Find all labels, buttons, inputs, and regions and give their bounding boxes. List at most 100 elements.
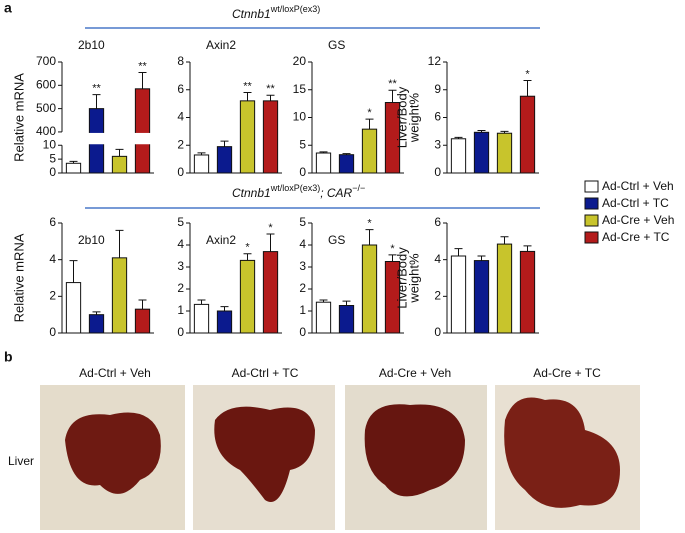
error-bar — [138, 299, 147, 310]
legend-label: Ad-Cre + TC — [602, 230, 670, 244]
genotype: Ctnnb1wt/loxP(ex3); CAR−/− — [232, 183, 365, 200]
significance: ** — [266, 83, 275, 95]
error-bar — [69, 160, 78, 164]
bar — [239, 100, 256, 174]
significance: * — [367, 107, 372, 119]
error-bar — [220, 140, 229, 147]
y-tick-label: 0 — [177, 165, 184, 179]
chart-title: Axin2 — [206, 38, 236, 52]
y-tick-label: 10 — [293, 110, 307, 124]
error-bar — [523, 245, 532, 252]
bar — [262, 251, 279, 334]
y-tick-label: 3 — [299, 259, 306, 273]
y-tick-label: 0 — [299, 165, 306, 179]
y-tick-label: 10 — [43, 137, 57, 151]
bar — [134, 88, 151, 174]
bar — [338, 305, 355, 334]
y-tick-label: 1 — [177, 303, 184, 317]
panel-label: a — [4, 0, 12, 16]
error-bar — [138, 71, 147, 89]
error-bar — [500, 236, 509, 245]
error-bar — [365, 118, 374, 130]
photo-caption: Ad-Cre + TC — [533, 366, 601, 380]
error-bar — [243, 253, 252, 261]
legend-swatch — [584, 231, 599, 244]
bar — [193, 303, 210, 334]
genotype: Ctnnb1wt/loxP(ex3) — [232, 4, 320, 21]
y-tick-label: 20 — [293, 54, 307, 68]
y-axis-label: weight% — [406, 92, 421, 143]
y-tick-label: 700 — [36, 54, 56, 68]
y-tick-label: 5 — [299, 137, 306, 151]
error-bar — [243, 92, 252, 101]
error-bar — [477, 255, 486, 261]
error-bar — [115, 229, 124, 258]
bar — [473, 260, 490, 334]
row-label: Liver — [8, 454, 34, 468]
y-tick-label: 0 — [49, 325, 56, 339]
y-tick-label: 5 — [49, 151, 56, 165]
error-bar — [319, 151, 328, 154]
liver — [364, 404, 465, 497]
bar — [239, 259, 256, 334]
y-tick-label: 6 — [49, 215, 56, 229]
bar — [134, 308, 151, 334]
bar — [65, 162, 82, 174]
bar — [519, 250, 536, 334]
error-bar — [454, 136, 463, 139]
y-tick-label: 5 — [177, 215, 184, 229]
axis-break — [59, 132, 151, 145]
chart-title: 2b10 — [78, 38, 105, 52]
bar — [361, 244, 378, 334]
chart-title: GS — [328, 38, 345, 52]
bar — [450, 138, 467, 174]
y-tick-label: 12 — [428, 54, 442, 68]
error-bar — [266, 94, 275, 101]
bar — [519, 95, 536, 174]
bar — [496, 243, 513, 334]
y-tick-label: 4 — [177, 237, 184, 251]
photos — [40, 385, 640, 530]
y-tick-label: 3 — [177, 259, 184, 273]
liver — [214, 406, 315, 502]
error-bar — [92, 311, 101, 315]
error-bar — [197, 299, 206, 305]
error-bar — [342, 300, 351, 306]
y-tick-label: 3 — [434, 137, 441, 151]
y-tick-label: 6 — [434, 215, 441, 229]
error-bar — [523, 80, 532, 97]
significance: ** — [243, 80, 252, 92]
y-tick-label: 4 — [299, 237, 306, 251]
chart-title: Axin2 — [206, 233, 236, 247]
chart-title: GS — [328, 233, 345, 247]
y-tick-label: 400 — [36, 124, 56, 138]
error-bar — [388, 254, 397, 262]
liver — [65, 412, 161, 494]
error-bar — [92, 94, 101, 109]
y-tick-label: 4 — [177, 110, 184, 124]
legend-label: Ad-Cre + Veh — [602, 213, 674, 227]
bar — [111, 155, 128, 174]
error-bar — [500, 130, 509, 134]
error-bar — [319, 299, 328, 303]
bar — [262, 100, 279, 174]
significance: * — [268, 222, 273, 234]
legend-label: Ad-Ctrl + TC — [602, 196, 669, 210]
y-tick-label: 2 — [434, 289, 441, 303]
y-tick-label: 6 — [434, 110, 441, 124]
significance: ** — [138, 60, 147, 72]
bar — [193, 154, 210, 174]
error-bar — [115, 148, 124, 157]
panel-label: b — [4, 349, 13, 365]
error-bar — [69, 260, 78, 283]
legend-swatch — [584, 180, 599, 193]
bar — [473, 131, 490, 174]
y-tick-label: 4 — [434, 252, 441, 266]
chart-title: 2b10 — [78, 233, 105, 247]
y-tick-label: 1 — [299, 303, 306, 317]
y-tick-label: 2 — [177, 137, 184, 151]
y-tick-label: 5 — [299, 215, 306, 229]
error-bar — [388, 89, 397, 103]
bar — [111, 257, 128, 334]
